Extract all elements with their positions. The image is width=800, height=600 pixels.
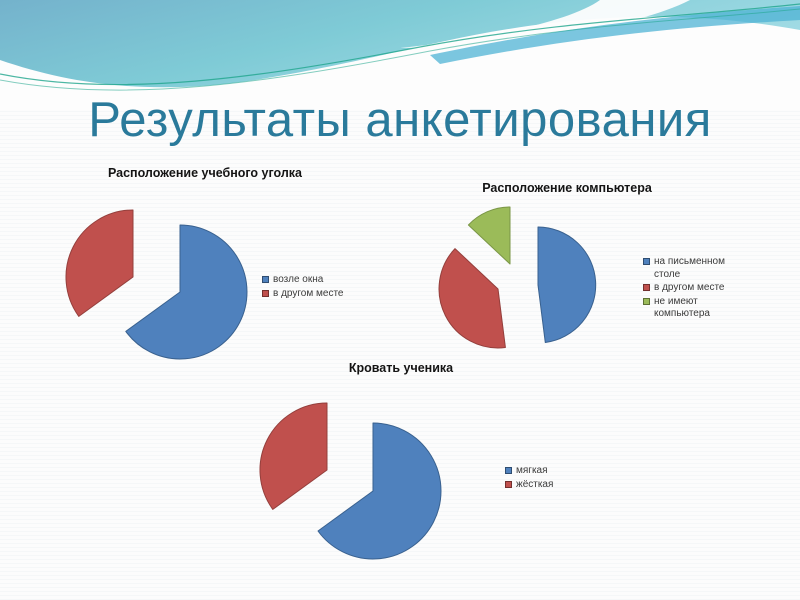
legend-item: на письменном столе (643, 256, 739, 281)
legend-label: не имеют компьютера (654, 295, 710, 320)
legend-swatch (643, 297, 650, 305)
legend-computer-location: на письменном столе в другом месте не имею… (643, 256, 739, 322)
pie-slice (537, 226, 597, 343)
legend-swatch (505, 467, 512, 474)
legend-label: жёсткая (516, 478, 554, 490)
legend-swatch (505, 480, 512, 488)
legend-item: в другом месте (643, 282, 739, 295)
pie-slice (259, 402, 328, 510)
pie-slice (125, 224, 248, 360)
legend-label: в другом месте (654, 282, 725, 293)
header-teal-line-1 (0, 3, 800, 86)
header-teal-line-2 (0, 8, 800, 91)
chart-title-computer-location: Расположение компьютера (482, 181, 652, 195)
pie-slice (438, 248, 506, 349)
legend-label: в другом месте (273, 287, 344, 299)
pie-slice (317, 422, 442, 560)
legend-student-bed: мягкая жёсткая (505, 465, 615, 492)
legend-study-corner: возле окна в другом месте (262, 274, 372, 301)
legend-label: возле окна (273, 274, 324, 285)
header-upper-white-swoosh (400, 0, 690, 48)
legend-item: жёсткая (505, 479, 615, 492)
chart-title-student-bed: Кровать ученика (348, 361, 454, 375)
legend-item: не имеют компьютера (643, 296, 739, 321)
header-swoosh-decoration (0, 0, 800, 110)
legend-swatch (643, 284, 650, 291)
legend-swatch (643, 258, 650, 265)
chart-title-study-corner: Расположение учебного уголка (107, 166, 303, 180)
legend-label: мягкая (516, 465, 548, 476)
legend-swatch (262, 276, 269, 283)
pie-slice (467, 206, 511, 265)
header-blue-stripe (430, 6, 800, 64)
legend-label: на письменном столе (654, 256, 725, 280)
legend-swatch (262, 289, 269, 297)
pie-slice (65, 209, 134, 317)
legend-item: в другом месте (262, 288, 372, 301)
legend-item: мягкая (505, 465, 615, 478)
legend-item: возле окна (262, 274, 372, 287)
slide-title: Результаты анкетирования (88, 93, 712, 147)
